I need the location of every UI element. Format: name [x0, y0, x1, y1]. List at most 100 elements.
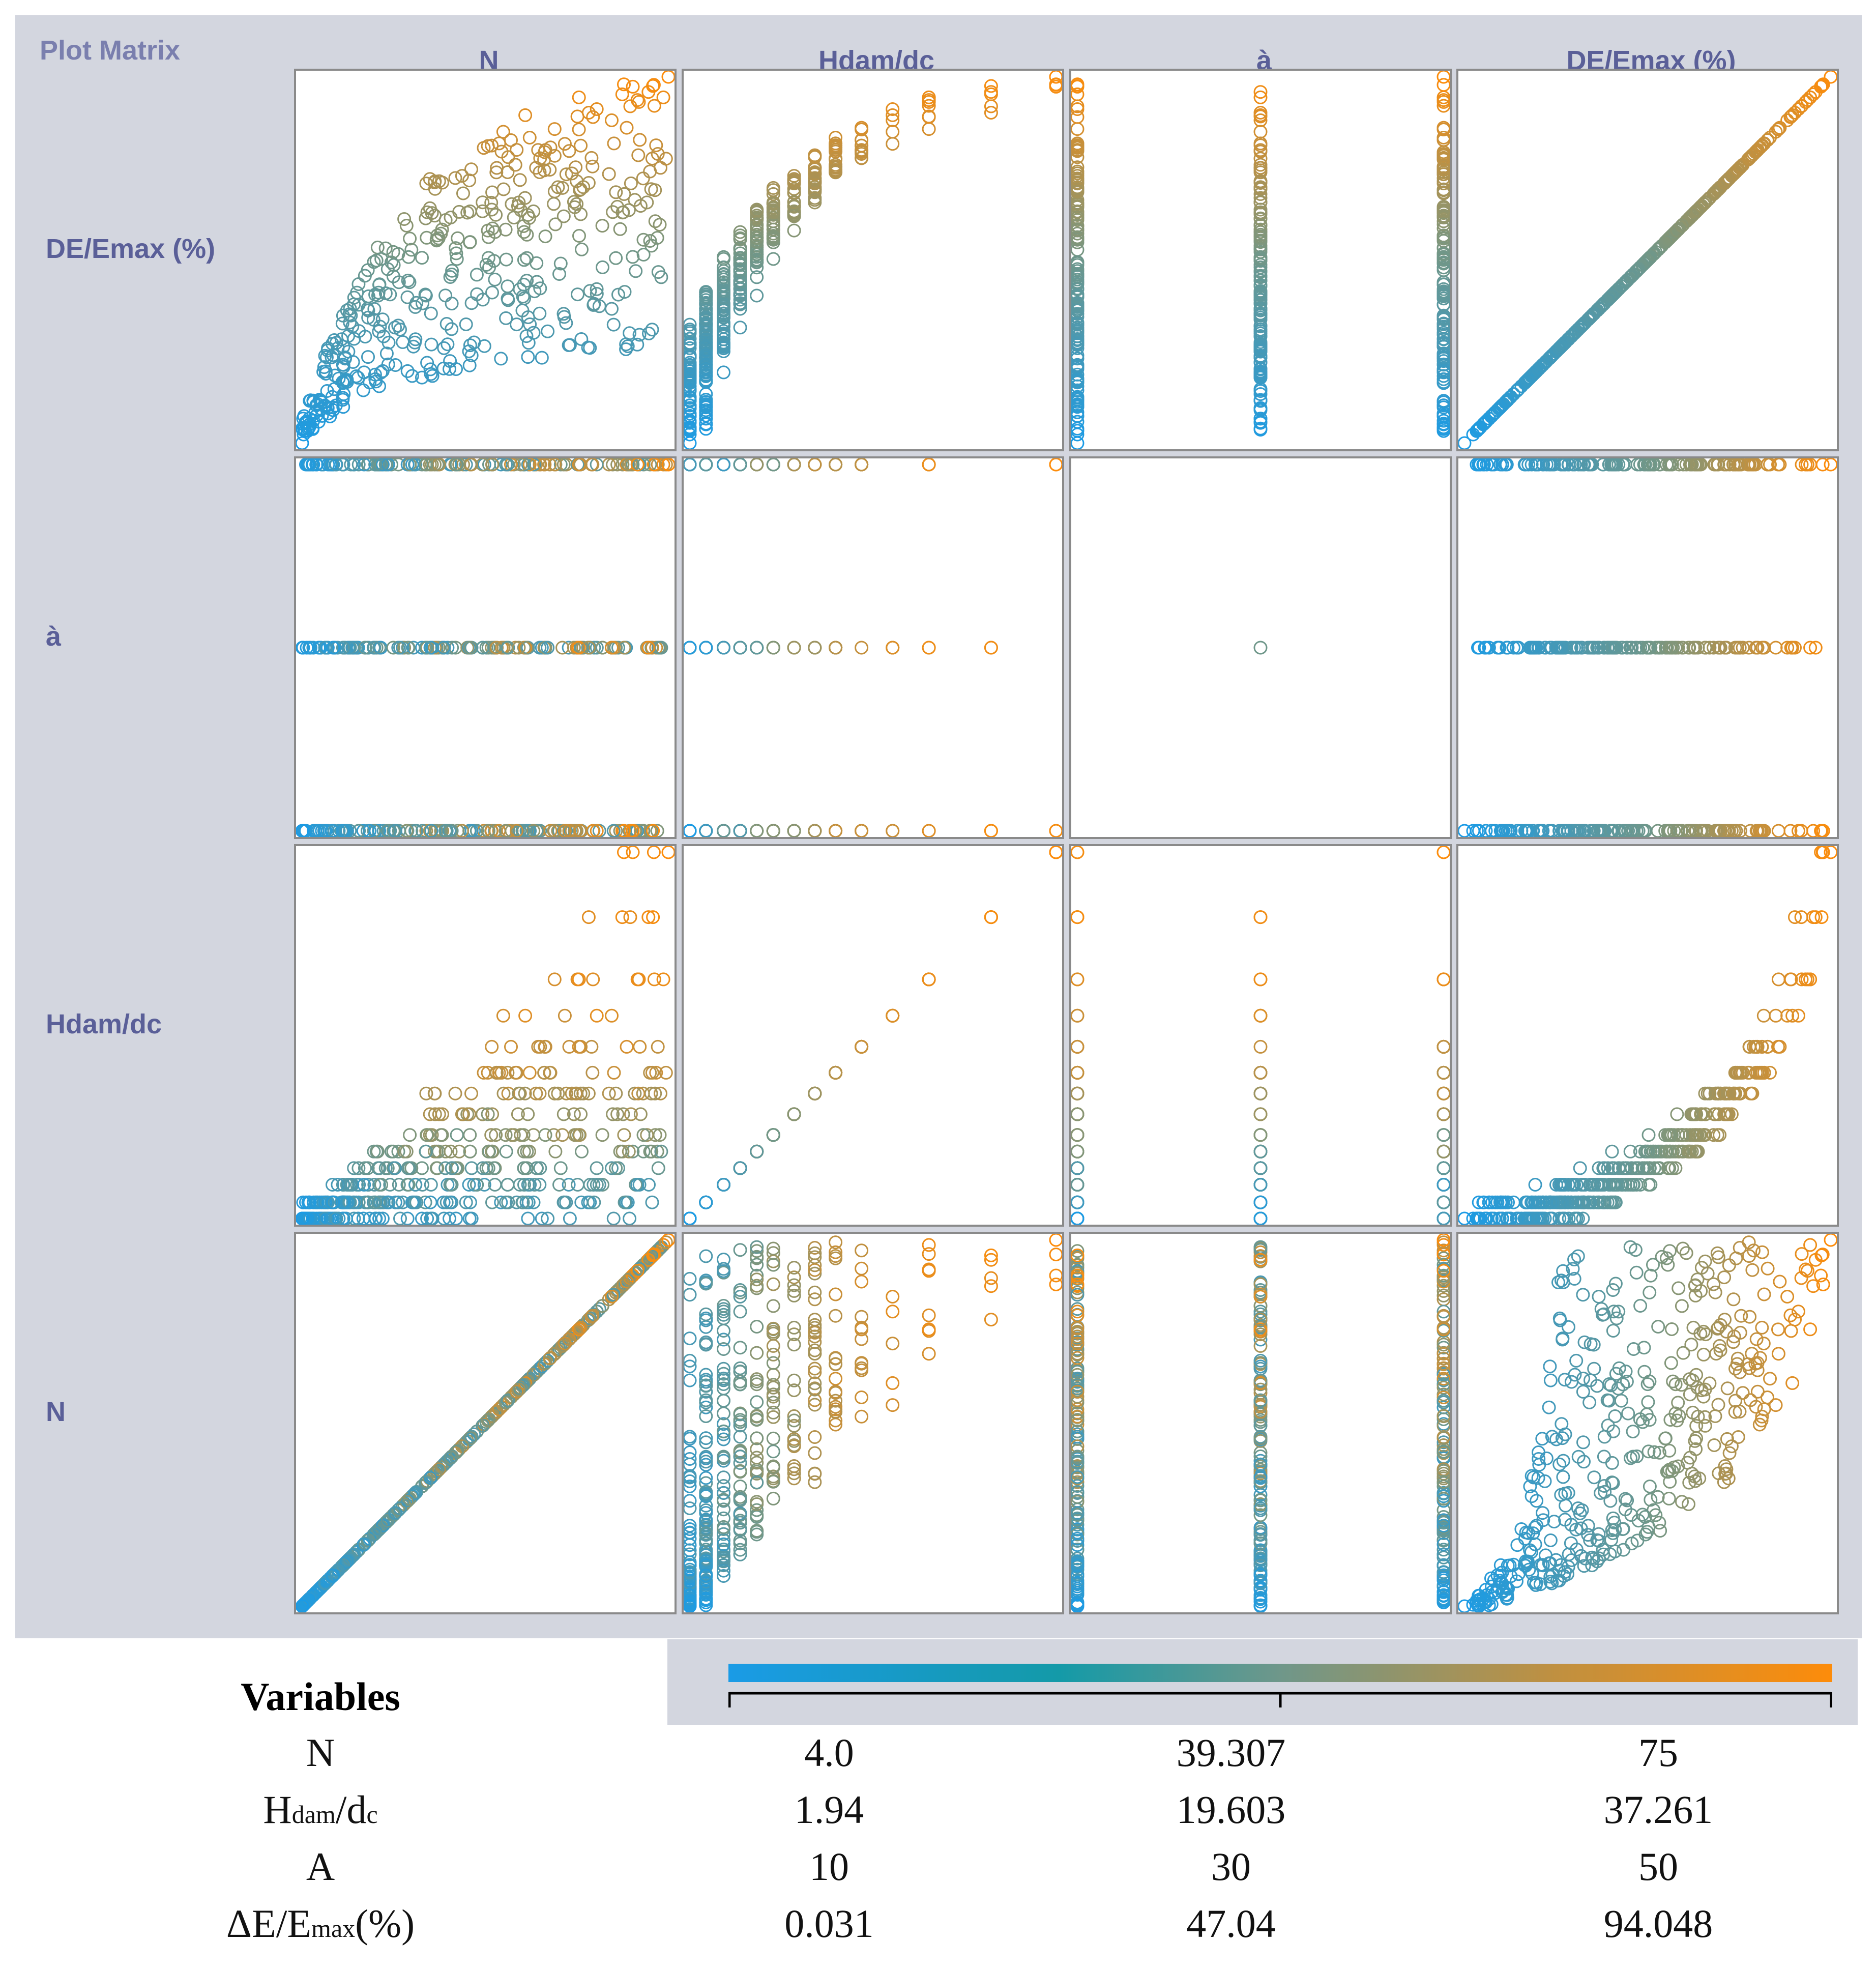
data-point — [1795, 972, 1809, 987]
data-point — [1792, 1008, 1805, 1023]
data-point — [563, 1211, 577, 1225]
data-point — [499, 1128, 513, 1142]
data-point — [733, 458, 747, 472]
data-point — [529, 1086, 543, 1101]
data-point — [1472, 1195, 1486, 1209]
data-point — [336, 376, 350, 390]
data-point — [1253, 273, 1268, 287]
data-point — [1500, 641, 1514, 655]
data-point — [699, 329, 713, 343]
data-point — [717, 279, 730, 294]
data-point — [553, 1161, 568, 1175]
data-point — [1253, 108, 1268, 122]
data-point — [787, 204, 801, 218]
data-point — [419, 1086, 433, 1101]
data-point — [547, 1128, 561, 1142]
data-point — [618, 285, 632, 299]
data-point — [1531, 1195, 1545, 1209]
data-point — [606, 205, 620, 219]
data-point — [1609, 641, 1624, 655]
data-point — [1536, 358, 1549, 372]
data-point — [1253, 260, 1268, 274]
data-point — [1556, 824, 1570, 837]
data-point — [583, 1178, 597, 1192]
data-point — [452, 1144, 466, 1159]
data-point — [787, 209, 801, 223]
data-point — [499, 252, 513, 267]
data-point — [1713, 1128, 1727, 1142]
data-point — [1661, 1161, 1675, 1175]
data-point — [1600, 1195, 1615, 1209]
data-point — [1253, 1211, 1268, 1225]
scatter-plot — [1458, 846, 1837, 1225]
data-point — [296, 1195, 310, 1209]
data-point — [623, 910, 637, 924]
data-point — [1748, 458, 1763, 472]
data-point — [1668, 1161, 1683, 1175]
data-point — [1528, 458, 1542, 472]
data-point — [1637, 458, 1651, 472]
data-point — [1734, 159, 1748, 173]
data-point — [1253, 387, 1268, 401]
data-point — [537, 1065, 551, 1080]
data-point — [605, 1161, 619, 1175]
data-point — [1253, 1128, 1268, 1142]
data-point — [1731, 163, 1745, 177]
data-point — [419, 641, 433, 655]
data-point — [1624, 1178, 1637, 1192]
data-point — [1437, 414, 1450, 428]
data-point — [1771, 824, 1785, 837]
data-point — [733, 1161, 747, 1175]
data-point — [1597, 1161, 1611, 1175]
data-point — [378, 286, 393, 300]
data-point — [615, 87, 629, 101]
data-point — [326, 348, 340, 362]
data-point — [484, 1128, 499, 1142]
data-point — [380, 1161, 395, 1175]
data-point — [1709, 824, 1723, 837]
data-point — [1536, 458, 1550, 472]
data-point — [538, 145, 552, 159]
data-point — [415, 1211, 429, 1225]
data-point — [499, 222, 513, 237]
data-point — [1253, 265, 1268, 279]
data-point — [1573, 824, 1587, 837]
data-point — [361, 350, 375, 364]
data-point — [538, 1039, 552, 1054]
data-point — [444, 211, 458, 224]
data-point — [1437, 1211, 1450, 1225]
data-point — [523, 1178, 537, 1192]
data-point — [1253, 235, 1268, 249]
data-point — [361, 1178, 375, 1192]
data-point — [381, 357, 395, 371]
data-point — [585, 159, 600, 173]
data-point — [1625, 1161, 1639, 1175]
data-point — [397, 641, 412, 655]
data-point — [1670, 824, 1684, 837]
data-point — [374, 1178, 389, 1192]
data-point — [517, 225, 531, 239]
data-point — [636, 1144, 651, 1159]
data-point — [1253, 302, 1268, 316]
data-point — [423, 362, 437, 377]
data-point — [699, 393, 713, 407]
data-point — [1624, 824, 1637, 837]
data-point — [409, 296, 424, 310]
data-point — [463, 338, 477, 353]
data-point — [1071, 223, 1084, 238]
data-point — [526, 824, 541, 837]
data-point — [326, 403, 340, 417]
data-point — [516, 219, 531, 233]
data-point — [1253, 152, 1268, 166]
data-point — [516, 289, 530, 304]
data-point — [501, 641, 515, 655]
data-point — [1506, 641, 1520, 655]
data-point — [684, 358, 697, 372]
data-point — [1049, 458, 1062, 472]
data-point — [357, 458, 371, 472]
data-point — [1071, 270, 1084, 284]
data-point — [481, 1065, 495, 1080]
data-point — [717, 308, 730, 323]
data-point — [1641, 1128, 1656, 1142]
data-point — [699, 458, 713, 472]
